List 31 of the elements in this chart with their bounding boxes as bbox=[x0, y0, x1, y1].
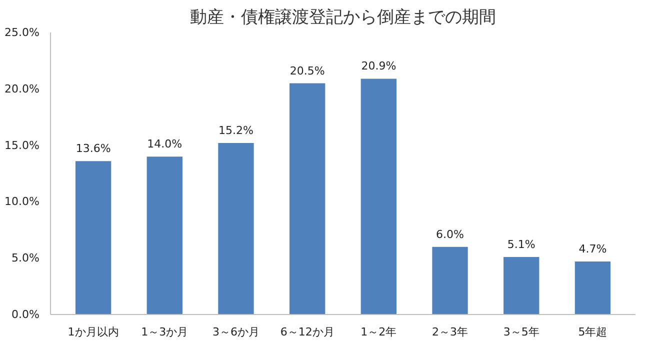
data-label: 4.7% bbox=[578, 242, 607, 256]
y-tick-label: 25.0% bbox=[4, 26, 40, 39]
bar bbox=[146, 156, 182, 314]
x-tick-label: 3～5年 bbox=[503, 326, 540, 338]
bar bbox=[432, 246, 468, 314]
x-tick-label: 1～2年 bbox=[360, 326, 397, 338]
y-tick-label: 5.0% bbox=[12, 252, 40, 265]
y-tick-label: 20.0% bbox=[4, 82, 40, 96]
bar bbox=[75, 161, 112, 314]
x-tick-label: 1～3か月 bbox=[141, 326, 188, 338]
x-tick-label: 2～3年 bbox=[432, 326, 468, 338]
x-tick-label: 3～6か月 bbox=[212, 326, 260, 338]
y-tick-label: 0.0% bbox=[12, 308, 40, 321]
data-label: 5.1% bbox=[507, 238, 536, 251]
x-tick-label: 5年超 bbox=[578, 326, 608, 338]
bar bbox=[504, 256, 540, 314]
bar bbox=[218, 143, 254, 314]
data-label: 20.9% bbox=[361, 60, 396, 73]
bar bbox=[289, 83, 326, 314]
y-tick-label: 10.0% bbox=[4, 195, 40, 208]
x-tick-label: 1か月以内 bbox=[68, 326, 119, 338]
data-label: 20.5% bbox=[290, 64, 325, 78]
bar bbox=[574, 261, 611, 314]
data-label: 13.6% bbox=[76, 142, 111, 156]
x-tick-label: 6～12か月 bbox=[280, 326, 334, 338]
chart-title: 動産・債権譲渡登記から倒産までの期間 bbox=[190, 8, 496, 28]
y-tick-label: 15.0% bbox=[4, 138, 40, 152]
data-label: 14.0% bbox=[147, 138, 182, 151]
data-label: 15.2% bbox=[218, 124, 254, 138]
bar bbox=[360, 78, 397, 314]
data-label: 6.0% bbox=[436, 228, 464, 241]
